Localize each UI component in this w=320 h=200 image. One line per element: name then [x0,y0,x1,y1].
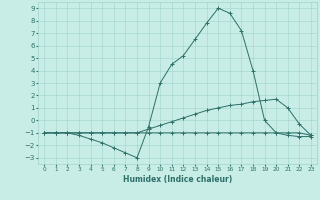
X-axis label: Humidex (Indice chaleur): Humidex (Indice chaleur) [123,175,232,184]
